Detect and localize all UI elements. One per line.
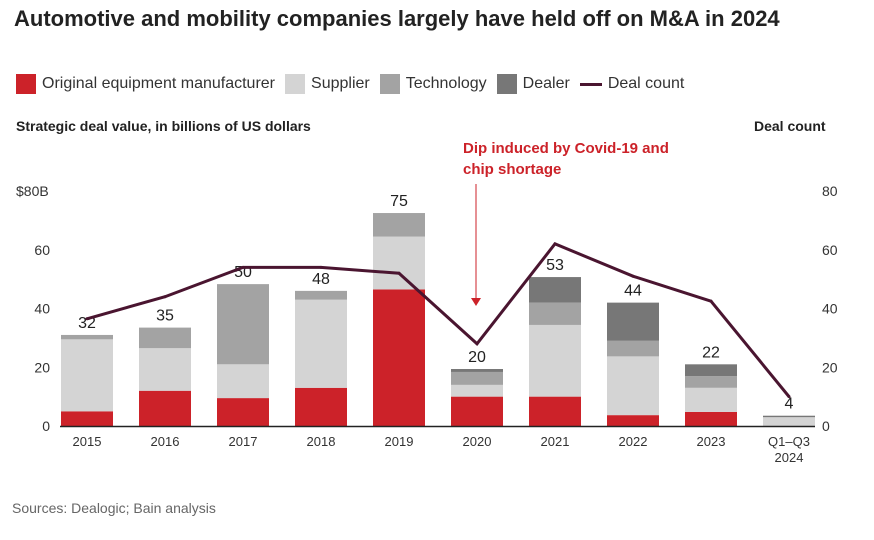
y2-axis-title: Deal count bbox=[754, 118, 826, 134]
bar-segment-original-equipment-manufacturer bbox=[61, 411, 113, 426]
legend-item-supplier: Supplier bbox=[285, 74, 370, 94]
y2-tick-label: 0 bbox=[822, 418, 830, 434]
x-tick-label: Q1–Q3 bbox=[768, 434, 810, 449]
bar-segment-technology bbox=[451, 371, 503, 385]
bar-segment-supplier bbox=[139, 348, 191, 391]
bar-segment-original-equipment-manufacturer bbox=[685, 411, 737, 426]
legend-swatch bbox=[16, 74, 36, 94]
legend: Original equipment manufacturer Supplier… bbox=[16, 74, 694, 94]
x-tick-label: 2020 bbox=[463, 434, 492, 449]
bar-segment-dealer bbox=[451, 369, 503, 372]
bar-segment-original-equipment-manufacturer bbox=[217, 398, 269, 426]
bar-segment-technology bbox=[529, 302, 581, 325]
legend-label: Dealer bbox=[522, 75, 570, 92]
x-tick-label: 2018 bbox=[307, 434, 336, 449]
x-tick-label: 2021 bbox=[541, 434, 570, 449]
bar-segment-original-equipment-manufacturer bbox=[451, 396, 503, 426]
y-axis-title: Strategic deal value, in billions of US … bbox=[16, 118, 311, 134]
legend-item-technology: Technology bbox=[379, 74, 487, 94]
deal-count-point bbox=[631, 274, 635, 278]
bar-segment-supplier bbox=[529, 324, 581, 397]
bar-segment-original-equipment-manufacturer bbox=[529, 396, 581, 426]
bar-segment-technology bbox=[61, 334, 113, 340]
deal-count-point bbox=[319, 265, 323, 269]
y-tick-label: 20 bbox=[34, 359, 50, 375]
bar-total-label: 32 bbox=[78, 315, 96, 332]
y2-tick-label: 20 bbox=[822, 359, 838, 375]
x-tick-label: 2016 bbox=[151, 434, 180, 449]
bar-total-label: 48 bbox=[312, 271, 330, 288]
bar-segment-original-equipment-manufacturer bbox=[295, 387, 347, 426]
bar-segment-supplier bbox=[217, 364, 269, 399]
bar-total-label: 4 bbox=[785, 396, 794, 413]
deal-count-point bbox=[787, 395, 791, 399]
bar-segment-technology bbox=[373, 213, 425, 237]
deal-count-point bbox=[475, 342, 479, 346]
bar-segment-dealer bbox=[763, 415, 815, 418]
chart-title: Automotive and mobility companies largel… bbox=[14, 6, 780, 31]
annotation-text: Dip induced by Covid-19 and chip shortag… bbox=[463, 140, 669, 178]
x-tick-label: 2015 bbox=[73, 434, 102, 449]
bar-total-label: 75 bbox=[390, 193, 408, 210]
deal-count-point bbox=[241, 265, 245, 269]
bar-segment-supplier bbox=[61, 339, 113, 412]
bar-segment-dealer bbox=[607, 302, 659, 341]
legend-line bbox=[579, 82, 602, 86]
legend-swatch bbox=[285, 74, 306, 94]
bar-segment-original-equipment-manufacturer bbox=[139, 390, 191, 426]
y-tick-label: 0 bbox=[42, 418, 50, 434]
deal-count-point bbox=[85, 317, 89, 321]
legend-item-deal-count: Deal count bbox=[579, 75, 685, 93]
x-tick-label: 2017 bbox=[229, 434, 258, 449]
deal-count-point bbox=[397, 271, 401, 275]
x-tick-label: 2022 bbox=[619, 434, 648, 449]
legend-swatch bbox=[496, 74, 517, 94]
bar-segment-supplier bbox=[451, 384, 503, 397]
legend-item-oem: Original equipment manufacturer bbox=[16, 74, 275, 94]
x-tick-label: 2019 bbox=[385, 434, 414, 449]
source-note: Sources: Dealogic; Bain analysis bbox=[12, 500, 216, 516]
bar-segment-dealer bbox=[685, 364, 737, 377]
y-tick-label: 40 bbox=[34, 301, 50, 317]
legend-label: Technology bbox=[405, 75, 487, 92]
y2-tick-label: 60 bbox=[822, 242, 838, 258]
bar-segment-supplier bbox=[763, 417, 815, 426]
legend-swatch bbox=[379, 74, 400, 94]
bar-segment-dealer bbox=[529, 277, 581, 303]
bar-segment-technology bbox=[217, 284, 269, 365]
legend-label: Deal count bbox=[607, 75, 685, 92]
y-tick-label: $80B bbox=[16, 183, 49, 199]
y-tick-label: 60 bbox=[34, 242, 50, 258]
deal-count-point bbox=[163, 295, 167, 299]
legend-label: Supplier bbox=[311, 75, 370, 92]
x-tick-label: 2024 bbox=[775, 450, 804, 465]
bar-total-label: 53 bbox=[546, 257, 564, 274]
y2-tick-label: 80 bbox=[822, 183, 838, 199]
bar-segment-supplier bbox=[295, 299, 347, 388]
bar-segment-technology bbox=[685, 376, 737, 388]
y2-tick-label: 40 bbox=[822, 301, 838, 317]
x-tick-label: 2023 bbox=[697, 434, 726, 449]
bar-total-label: 35 bbox=[156, 308, 174, 325]
bar-segment-technology bbox=[295, 290, 347, 300]
bar-segment-technology bbox=[139, 327, 191, 349]
bar-total-label: 22 bbox=[702, 344, 720, 361]
deal-count-point bbox=[553, 242, 557, 246]
deal-count-line bbox=[86, 242, 791, 398]
bar-segment-supplier bbox=[373, 236, 425, 290]
bar-segment-supplier bbox=[685, 387, 737, 412]
deal-count-point bbox=[709, 299, 713, 303]
bar-segment-original-equipment-manufacturer bbox=[373, 289, 425, 426]
legend-item-dealer: Dealer bbox=[496, 74, 570, 94]
bar-segment-supplier bbox=[607, 356, 659, 416]
bar-total-label: 20 bbox=[468, 349, 486, 366]
legend-label: Original equipment manufacturer bbox=[42, 75, 276, 92]
bar-segment-original-equipment-manufacturer bbox=[607, 415, 659, 426]
bar-total-label: 44 bbox=[624, 283, 642, 300]
bar-segment-technology bbox=[607, 340, 659, 357]
arrow-head-icon bbox=[471, 298, 481, 306]
